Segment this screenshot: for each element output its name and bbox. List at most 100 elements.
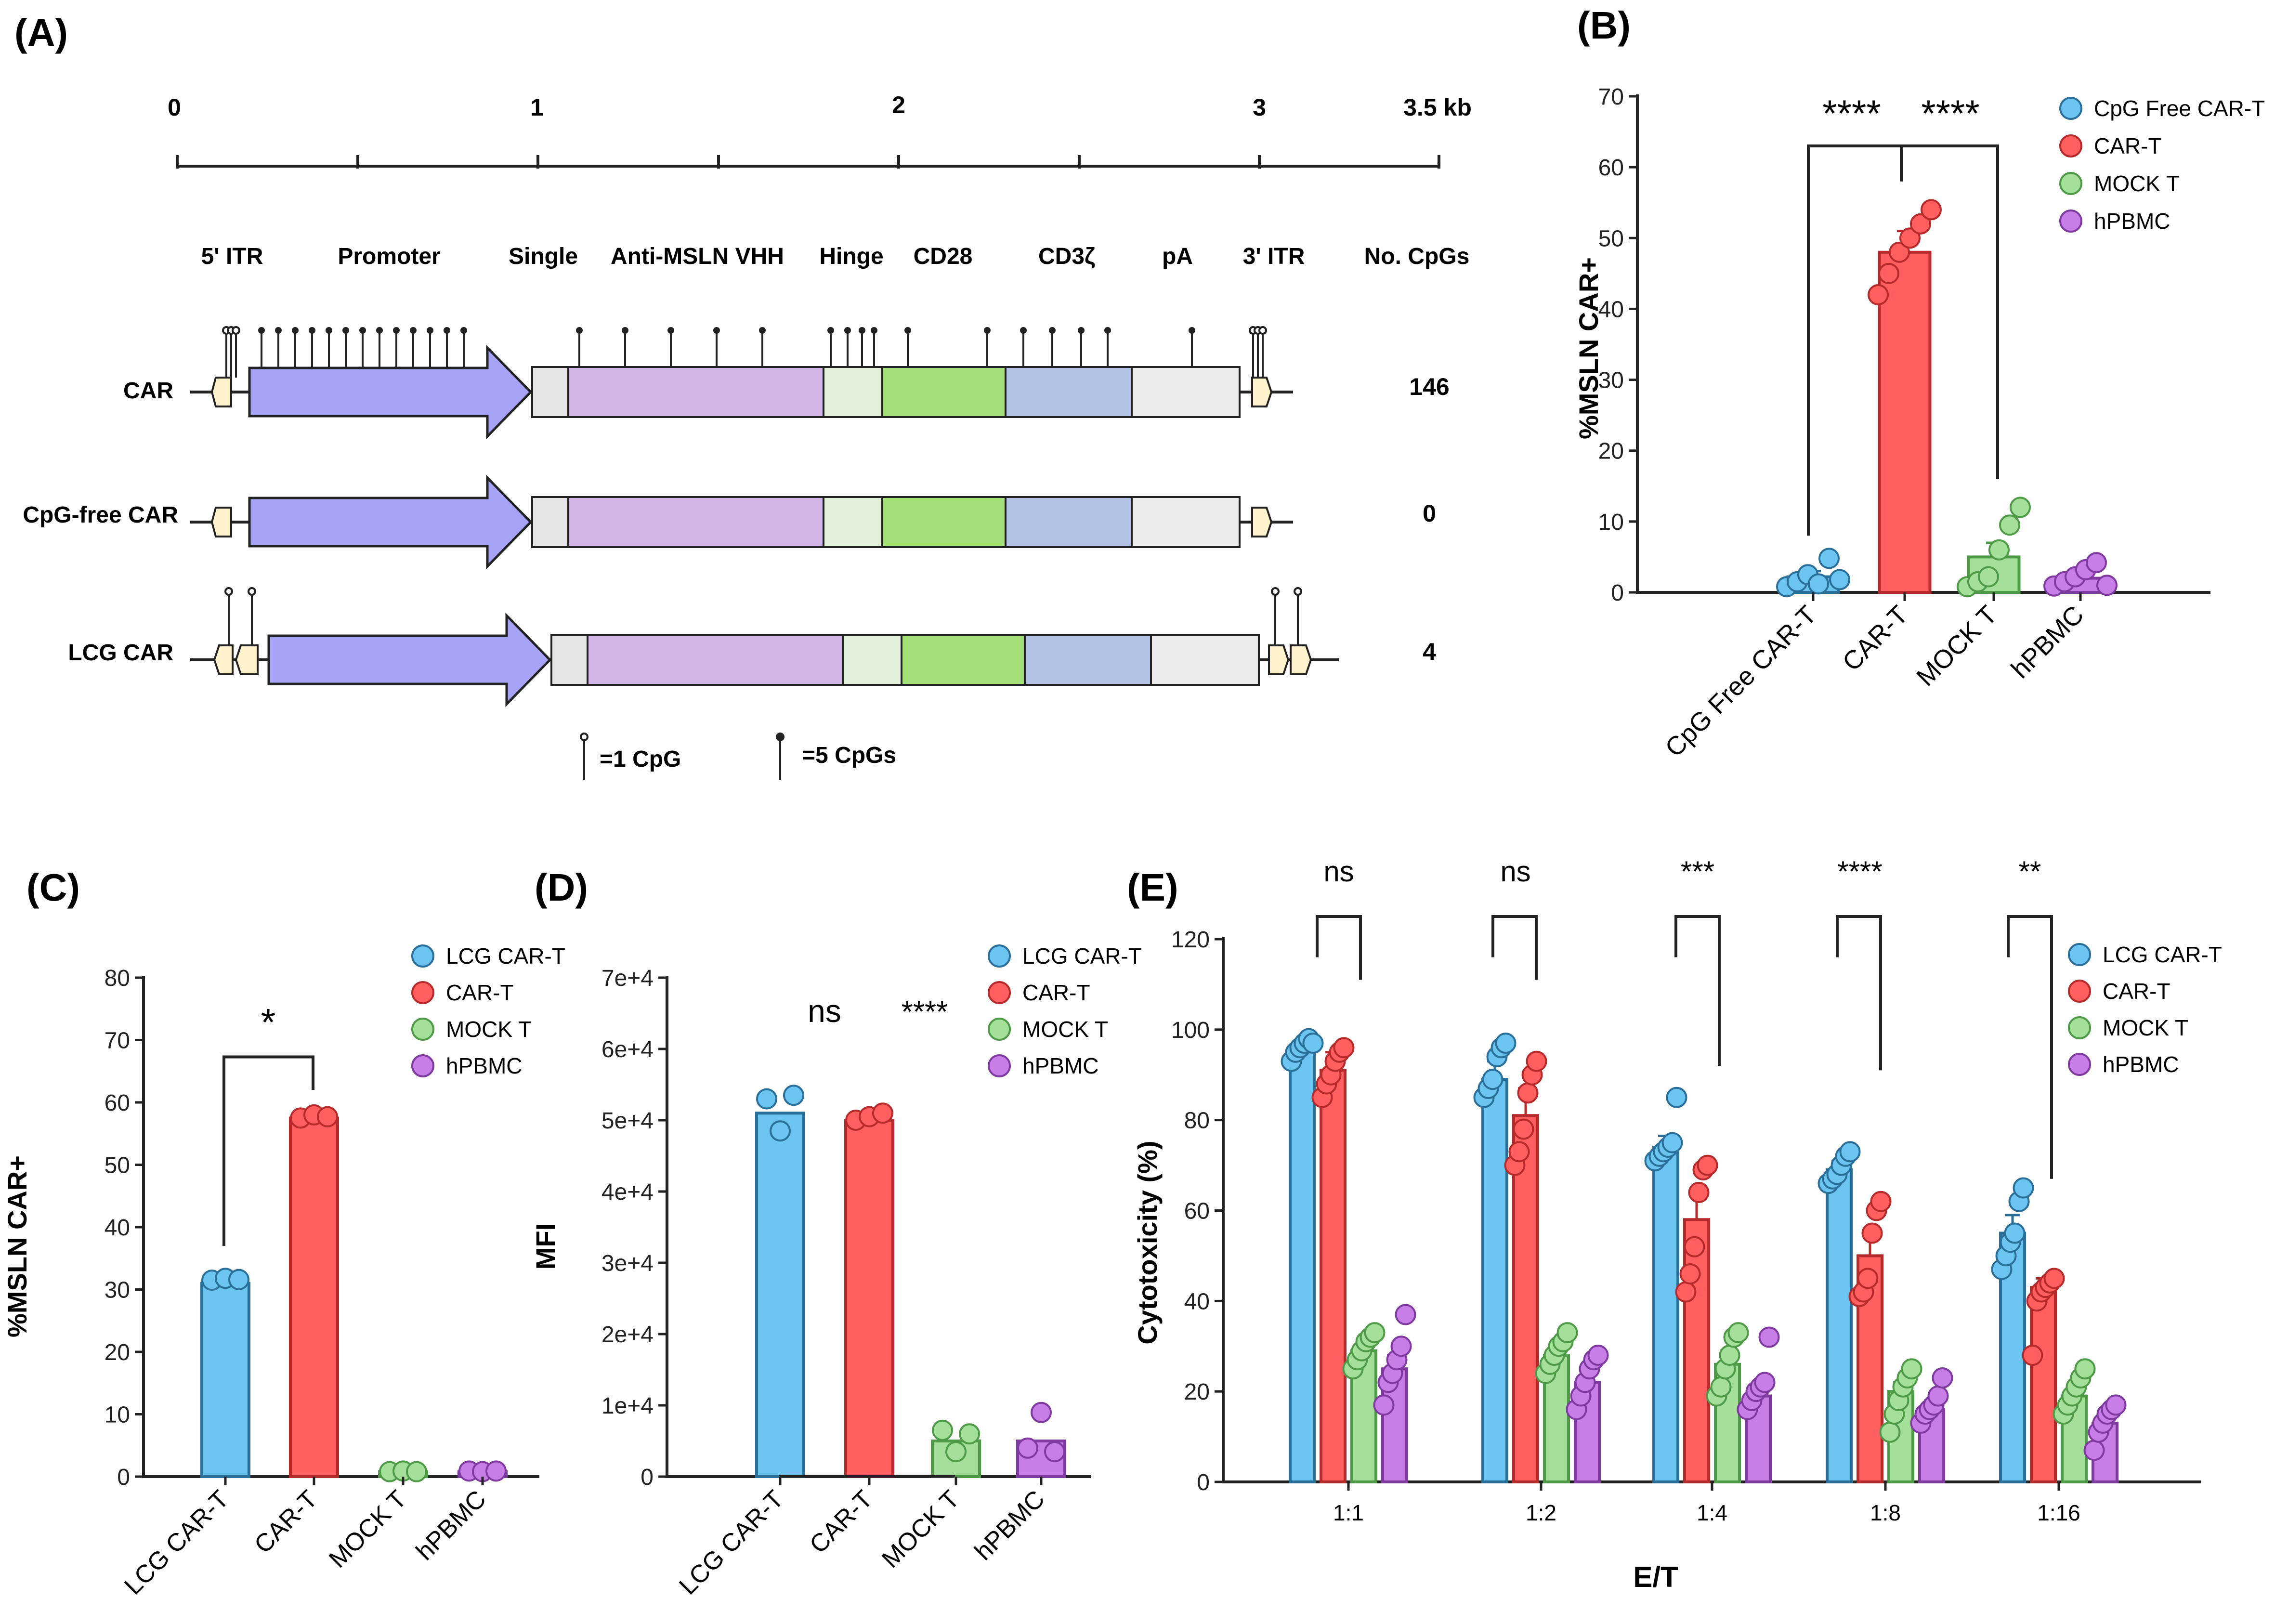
element-label-single: Single (509, 244, 578, 269)
cpg-five-marker (326, 327, 332, 334)
data-point (1666, 1087, 1687, 1108)
legend-marker (2068, 943, 2091, 966)
significance-label: **** (902, 995, 948, 1029)
significance-label: *** (1681, 855, 1714, 888)
data-point (2043, 1268, 2065, 1289)
itr-5-element (213, 644, 234, 675)
vhh-element (567, 366, 824, 418)
data-point (1719, 1345, 1740, 1366)
cpg-five-marker (359, 327, 366, 334)
panel-a-label: (A) (14, 11, 68, 54)
signal-element (531, 366, 569, 418)
legend: LCG CAR-T CAR-T MOCK T hPBMC (411, 943, 565, 1078)
x-tick-label: 1:8 (1870, 1500, 1901, 1525)
bars (1281, 1028, 2127, 1484)
cd28-element (881, 496, 1007, 548)
panel-c-label: (C) (26, 866, 80, 909)
data-point (317, 1106, 338, 1127)
legend-label: LCG CAR-T (1022, 943, 1142, 969)
one-cpg-marker (580, 733, 588, 741)
y-tick-label: 70 (105, 1028, 130, 1054)
bar (2030, 1286, 2057, 1484)
legend-one-cpg: =1 CpG (600, 747, 681, 772)
cpg-markers-car (222, 326, 1267, 378)
y-tick-label: 0 (117, 1465, 130, 1490)
legend-label: hPBMC (1022, 1053, 1098, 1078)
signal-element (531, 496, 569, 548)
legend-label: MOCK T (2094, 171, 2180, 196)
y-axis-title: Cytotoxicity (%) (1132, 1140, 1163, 1344)
cd3z-element (1005, 496, 1133, 548)
legend-label: hPBMC (2094, 209, 2170, 234)
pa-element (1150, 634, 1260, 686)
cpg-five-marker (444, 327, 450, 334)
data-point (2096, 575, 2118, 596)
promoter-arrow (248, 344, 533, 440)
data-point (1390, 1336, 1412, 1357)
data-point (1661, 1132, 1683, 1153)
legend-marker (2068, 1016, 2091, 1039)
y-axis-title: %MSLN CAR+ (2, 1155, 32, 1337)
y-tick-label: 60 (1598, 155, 1624, 181)
legend-marker (411, 944, 434, 968)
data-point (1508, 1141, 1530, 1163)
cpg-five-marker (1078, 327, 1085, 334)
x-tick-label: 1:16 (2037, 1500, 2080, 1525)
x-tick-label: MOCK T (1911, 600, 2002, 692)
significance-label: **** (1822, 92, 1881, 134)
y-tick-label: 0 (1197, 1470, 1210, 1495)
y-tick-label: 20 (1184, 1379, 1210, 1405)
x-tick-label: 1:2 (1526, 1500, 1556, 1525)
data-point (1364, 1322, 1386, 1344)
data-point (2022, 1345, 2043, 1366)
y-axis-title: MFI (530, 1223, 561, 1270)
panel-e: (E) Cytotoxicity (%) E/T 0 20 40 60 80 100 120… (1127, 855, 2222, 1593)
x-tick-label: MOCK T (324, 1485, 412, 1573)
cpg-count-lcg: 4 (1423, 638, 1436, 665)
element-label-cd28: CD28 (914, 244, 973, 269)
significance: * (222, 1001, 314, 1246)
data-point (2010, 497, 2031, 518)
data-point (1999, 514, 2020, 536)
x-tick-label: 1:4 (1697, 1500, 1727, 1525)
data-point (1684, 1236, 1705, 1257)
data-point (1526, 1050, 1547, 1072)
data-point (1373, 1394, 1395, 1416)
y-tick-label: 80 (1184, 1108, 1210, 1134)
data-point (1044, 1441, 1065, 1463)
data-point (1688, 1181, 1710, 1203)
panel-a: (A) 0 1 2 3 3.5 kb 5' ITR Promoter Singl… (14, 11, 1472, 780)
cpg-five-marker (258, 327, 265, 334)
data-point (2074, 1358, 2096, 1380)
y-tick-label: 2e+4 (601, 1322, 654, 1348)
pa-element (1131, 496, 1241, 548)
legend-label: LCG CAR-T (446, 943, 565, 969)
significance-bracket (1900, 144, 1999, 479)
data-point (1333, 1037, 1355, 1059)
legend-label: MOCK T (1022, 1017, 1108, 1042)
itr-3-element (1268, 644, 1290, 675)
legend-label: MOCK T (446, 1017, 532, 1042)
data-point (2083, 1440, 2105, 1461)
data-point (2013, 1177, 2034, 1199)
legend-label: hPBMC (446, 1053, 522, 1078)
significance-label: * (261, 1001, 275, 1044)
element-label-5itr: 5' ITR (201, 244, 263, 269)
y-tick-label: 10 (105, 1402, 130, 1428)
y-tick-label: 40 (105, 1215, 130, 1241)
legend: CpG Free CAR-T CAR-T MOCK T hPBMC (2059, 96, 2265, 234)
data-point (1727, 1322, 1749, 1344)
scale-label-0: 0 (168, 94, 181, 121)
cd3z-element (1024, 634, 1152, 686)
x-axis-labels: 1:1 1:2 1:4 1:8 1:16 (1333, 1482, 2080, 1525)
data-point (945, 1441, 967, 1463)
bar (289, 1116, 339, 1478)
data-point (1495, 1033, 1517, 1054)
y-tick-label: 7e+4 (601, 966, 654, 991)
y-tick-label: 0 (641, 1465, 654, 1490)
bar (1320, 1069, 1347, 1484)
legend-marker (988, 1054, 1011, 1077)
itr-3-element (1251, 507, 1273, 537)
itr-3-element-2 (1290, 644, 1312, 675)
